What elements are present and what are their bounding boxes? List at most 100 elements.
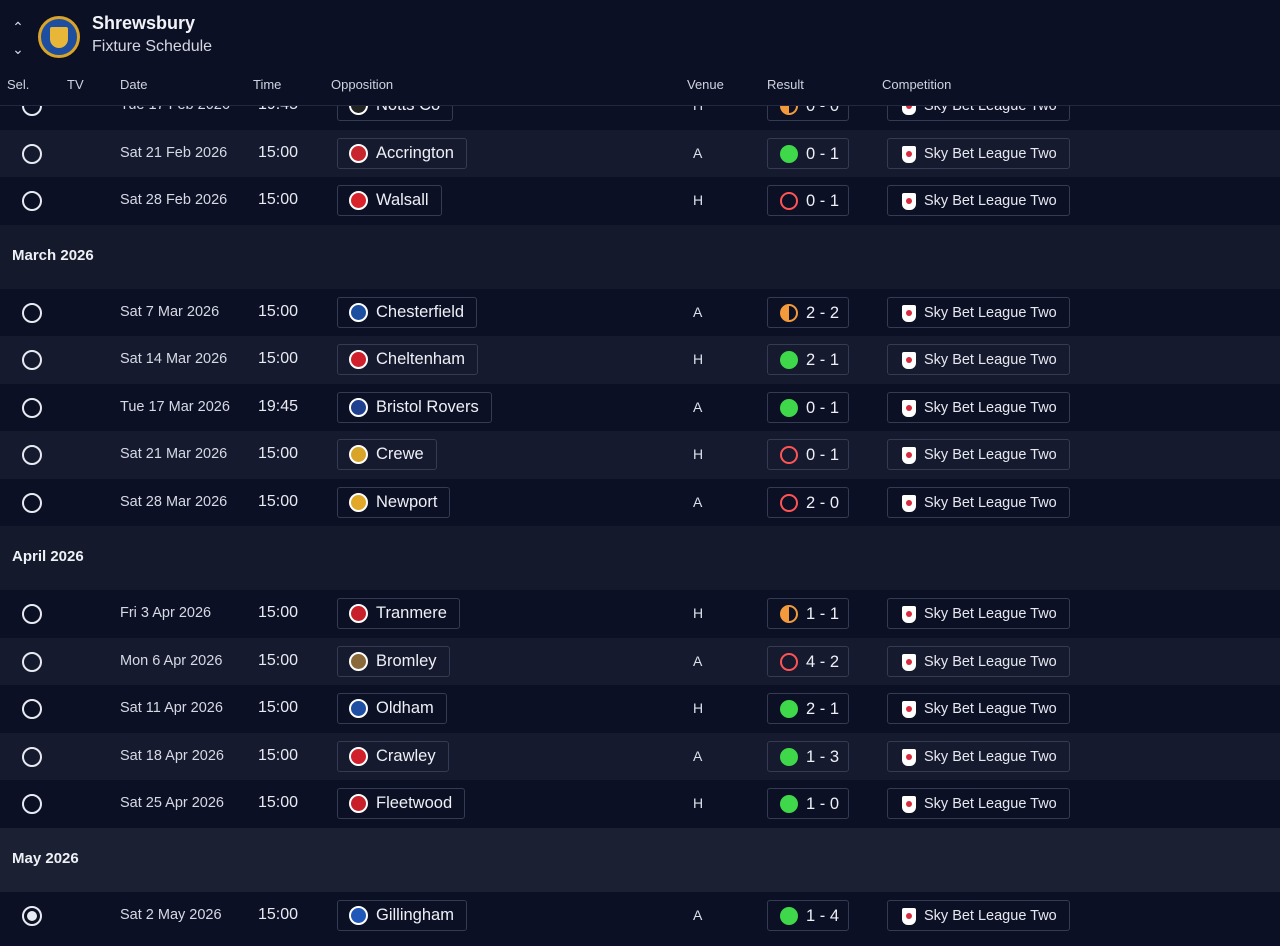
competition-button[interactable]: Sky Bet League Two xyxy=(887,645,1070,677)
col-header-competition[interactable]: Competition xyxy=(882,77,952,92)
select-radio[interactable] xyxy=(22,445,42,465)
col-header-tv[interactable]: TV xyxy=(67,77,84,92)
opponent-button[interactable]: Cheltenham xyxy=(337,344,478,375)
col-header-sel[interactable]: Sel. xyxy=(7,77,30,92)
opponent-name: Cheltenham xyxy=(376,350,465,368)
select-radio[interactable] xyxy=(22,905,42,926)
result-button[interactable]: 1 - 3 xyxy=(767,740,849,772)
fixture-row[interactable]: Sat 18 Apr 2026 15:00 Crawley A 1 - 3 Sk… xyxy=(0,732,1280,780)
opponent-button[interactable]: Chesterfield xyxy=(337,296,478,328)
team-name[interactable]: Shrewsbury xyxy=(92,13,196,33)
opponent-button[interactable]: Notts Co xyxy=(337,106,454,121)
result-button[interactable]: 1 - 1 xyxy=(767,598,849,629)
chevron-up-icon[interactable]: ⌃ xyxy=(12,19,24,35)
result-win-icon xyxy=(780,700,798,718)
result-button[interactable]: 2 - 0 xyxy=(767,486,849,518)
fixture-row[interactable]: Sat 2 May 2026 15:00 Gillingham A 1 - 4 … xyxy=(0,892,1280,940)
fixture-row[interactable]: Tue 17 Feb 2026 19:45 Notts Co H 0 - 0 S… xyxy=(0,106,1280,130)
result-button[interactable]: 0 - 1 xyxy=(767,391,849,423)
result-win-icon xyxy=(780,351,798,369)
result-button[interactable]: 2 - 1 xyxy=(767,344,849,375)
competition-button[interactable]: Sky Bet League Two xyxy=(887,185,1070,216)
opponent-button[interactable]: Walsall xyxy=(337,185,442,216)
opponent-name: Gillingham xyxy=(376,905,454,924)
competition-name: Sky Bet League Two xyxy=(924,748,1057,765)
fixture-row[interactable]: Mon 6 Apr 2026 15:00 Bromley A 4 - 2 Sky… xyxy=(0,637,1280,685)
opponent-button[interactable]: Accrington xyxy=(337,137,467,169)
fixture-venue: H xyxy=(693,700,704,716)
fixture-row[interactable]: Fri 3 Apr 2026 15:00 Tranmere H 1 - 1 Sk… xyxy=(0,590,1280,638)
fixture-row[interactable]: Sat 25 Apr 2026 15:00 Fleetwood H 1 - 0 … xyxy=(0,780,1280,828)
league-logo-icon xyxy=(902,304,916,322)
opponent-button[interactable]: Bristol Rovers xyxy=(337,391,492,423)
select-radio[interactable] xyxy=(22,492,42,513)
team-crest[interactable] xyxy=(38,16,80,58)
competition-button[interactable]: Sky Bet League Two xyxy=(887,740,1070,772)
select-radio[interactable] xyxy=(22,699,42,719)
fixture-row[interactable]: Sat 28 Mar 2026 15:00 Newport A 2 - 0 Sk… xyxy=(0,479,1280,527)
select-radio[interactable] xyxy=(22,302,42,323)
select-radio[interactable] xyxy=(22,350,42,370)
fixture-row[interactable]: Tue 17 Mar 2026 19:45 Bristol Rovers A 0… xyxy=(0,384,1280,432)
col-header-date[interactable]: Date xyxy=(120,77,148,92)
fixture-venue: H xyxy=(693,351,704,367)
col-header-opposition[interactable]: Opposition xyxy=(331,77,394,92)
competition-button[interactable]: Sky Bet League Two xyxy=(887,137,1070,169)
club-badge-icon xyxy=(349,604,368,623)
result-button[interactable]: 2 - 1 xyxy=(767,693,849,724)
result-win-icon xyxy=(780,747,798,766)
competition-button[interactable]: Sky Bet League Two xyxy=(887,106,1070,121)
select-radio[interactable] xyxy=(22,191,42,211)
result-button[interactable]: 0 - 1 xyxy=(767,439,849,470)
fixture-row[interactable]: Sat 14 Mar 2026 15:00 Cheltenham H 2 - 1… xyxy=(0,336,1280,384)
opponent-button[interactable]: Crawley xyxy=(337,740,449,772)
competition-button[interactable]: Sky Bet League Two xyxy=(887,899,1070,931)
opponent-button[interactable]: Oldham xyxy=(337,693,447,724)
competition-button[interactable]: Sky Bet League Two xyxy=(887,693,1070,724)
select-radio[interactable] xyxy=(22,604,42,624)
fixture-list[interactable]: Tue 17 Feb 2026 19:45 Notts Co H 0 - 0 S… xyxy=(0,106,1280,946)
competition-button[interactable]: Sky Bet League Two xyxy=(887,486,1070,518)
result-button[interactable]: 0 - 1 xyxy=(767,185,849,216)
result-button[interactable]: 1 - 0 xyxy=(767,788,849,819)
league-logo-icon xyxy=(902,907,916,925)
competition-button[interactable]: Sky Bet League Two xyxy=(887,344,1070,375)
league-logo-icon xyxy=(902,106,916,115)
opponent-button[interactable]: Newport xyxy=(337,486,451,518)
select-radio[interactable] xyxy=(22,397,42,418)
col-header-venue[interactable]: Venue xyxy=(687,77,724,92)
fixture-date: Fri 3 Apr 2026 xyxy=(120,605,212,621)
competition-button[interactable]: Sky Bet League Two xyxy=(887,439,1070,470)
chevron-down-icon[interactable]: ⌄ xyxy=(12,41,24,57)
competition-button[interactable]: Sky Bet League Two xyxy=(887,788,1070,819)
select-radio[interactable] xyxy=(22,794,42,814)
result-button[interactable]: 1 - 4 xyxy=(767,899,849,931)
opponent-button[interactable]: Crewe xyxy=(337,439,437,470)
competition-button[interactable]: Sky Bet League Two xyxy=(887,598,1070,629)
col-header-time[interactable]: Time xyxy=(253,77,282,92)
select-radio[interactable] xyxy=(22,106,42,116)
result-button[interactable]: 0 - 1 xyxy=(767,137,849,169)
opponent-button[interactable]: Gillingham xyxy=(337,899,467,931)
result-score: 1 - 1 xyxy=(806,605,840,623)
fixture-time: 15:00 xyxy=(258,191,299,208)
opponent-button[interactable]: Bromley xyxy=(337,645,450,677)
col-header-result[interactable]: Result xyxy=(767,77,804,92)
result-button[interactable]: 4 - 2 xyxy=(767,645,849,677)
fixture-row[interactable]: Sat 28 Feb 2026 15:00 Walsall H 0 - 1 Sk… xyxy=(0,177,1280,225)
result-button[interactable]: 2 - 2 xyxy=(767,296,849,328)
select-radio[interactable] xyxy=(22,143,42,164)
select-radio[interactable] xyxy=(22,746,42,767)
competition-name: Sky Bet League Two xyxy=(924,399,1057,416)
month-label: March 2026 xyxy=(12,246,94,264)
competition-button[interactable]: Sky Bet League Two xyxy=(887,391,1070,423)
competition-button[interactable]: Sky Bet League Two xyxy=(887,296,1070,328)
opponent-button[interactable]: Tranmere xyxy=(337,598,460,629)
opponent-button[interactable]: Fleetwood xyxy=(337,788,466,819)
fixture-row[interactable]: Sat 21 Mar 2026 15:00 Crewe H 0 - 1 Sky … xyxy=(0,431,1280,479)
result-button[interactable]: 0 - 0 xyxy=(767,106,849,121)
fixture-row[interactable]: Sat 7 Mar 2026 15:00 Chesterfield A 2 - … xyxy=(0,289,1280,337)
fixture-row[interactable]: Sat 21 Feb 2026 15:00 Accrington A 0 - 1… xyxy=(0,129,1280,177)
fixture-row[interactable]: Sat 11 Apr 2026 15:00 Oldham H 2 - 1 Sky… xyxy=(0,685,1280,733)
select-radio[interactable] xyxy=(22,651,42,672)
